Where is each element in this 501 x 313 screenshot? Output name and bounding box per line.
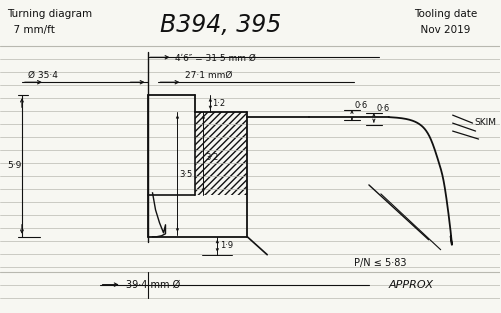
Text: P/N ≤ 5·83: P/N ≤ 5·83 <box>354 258 406 268</box>
Text: 0·6: 0·6 <box>377 104 390 113</box>
Text: Turning diagram: Turning diagram <box>7 9 92 19</box>
Text: 3·2: 3·2 <box>205 153 218 162</box>
Text: Tooling date: Tooling date <box>414 9 477 19</box>
Text: B394, 395: B394, 395 <box>159 13 281 37</box>
Text: 1·9: 1·9 <box>220 241 233 250</box>
Text: 0·6: 0·6 <box>355 101 368 110</box>
Text: 27·1 mmØ: 27·1 mmØ <box>185 71 233 80</box>
Bar <box>195 112 247 195</box>
Text: Nov 2019: Nov 2019 <box>414 25 470 35</box>
Text: Ø 35·4: Ø 35·4 <box>28 71 58 80</box>
Text: 1·2: 1·2 <box>212 99 225 108</box>
Text: 3·5: 3·5 <box>179 170 193 179</box>
Text: SKIM: SKIM <box>474 118 496 126</box>
Text: 39·4 mm Ø: 39·4 mm Ø <box>126 280 180 290</box>
Text: 4ʹ6″ = 31·5 mm Ø: 4ʹ6″ = 31·5 mm Ø <box>175 54 257 63</box>
Text: 7 mm/ft: 7 mm/ft <box>7 25 55 35</box>
Text: 5·9: 5·9 <box>7 162 22 171</box>
Text: APPROX: APPROX <box>389 280 434 290</box>
